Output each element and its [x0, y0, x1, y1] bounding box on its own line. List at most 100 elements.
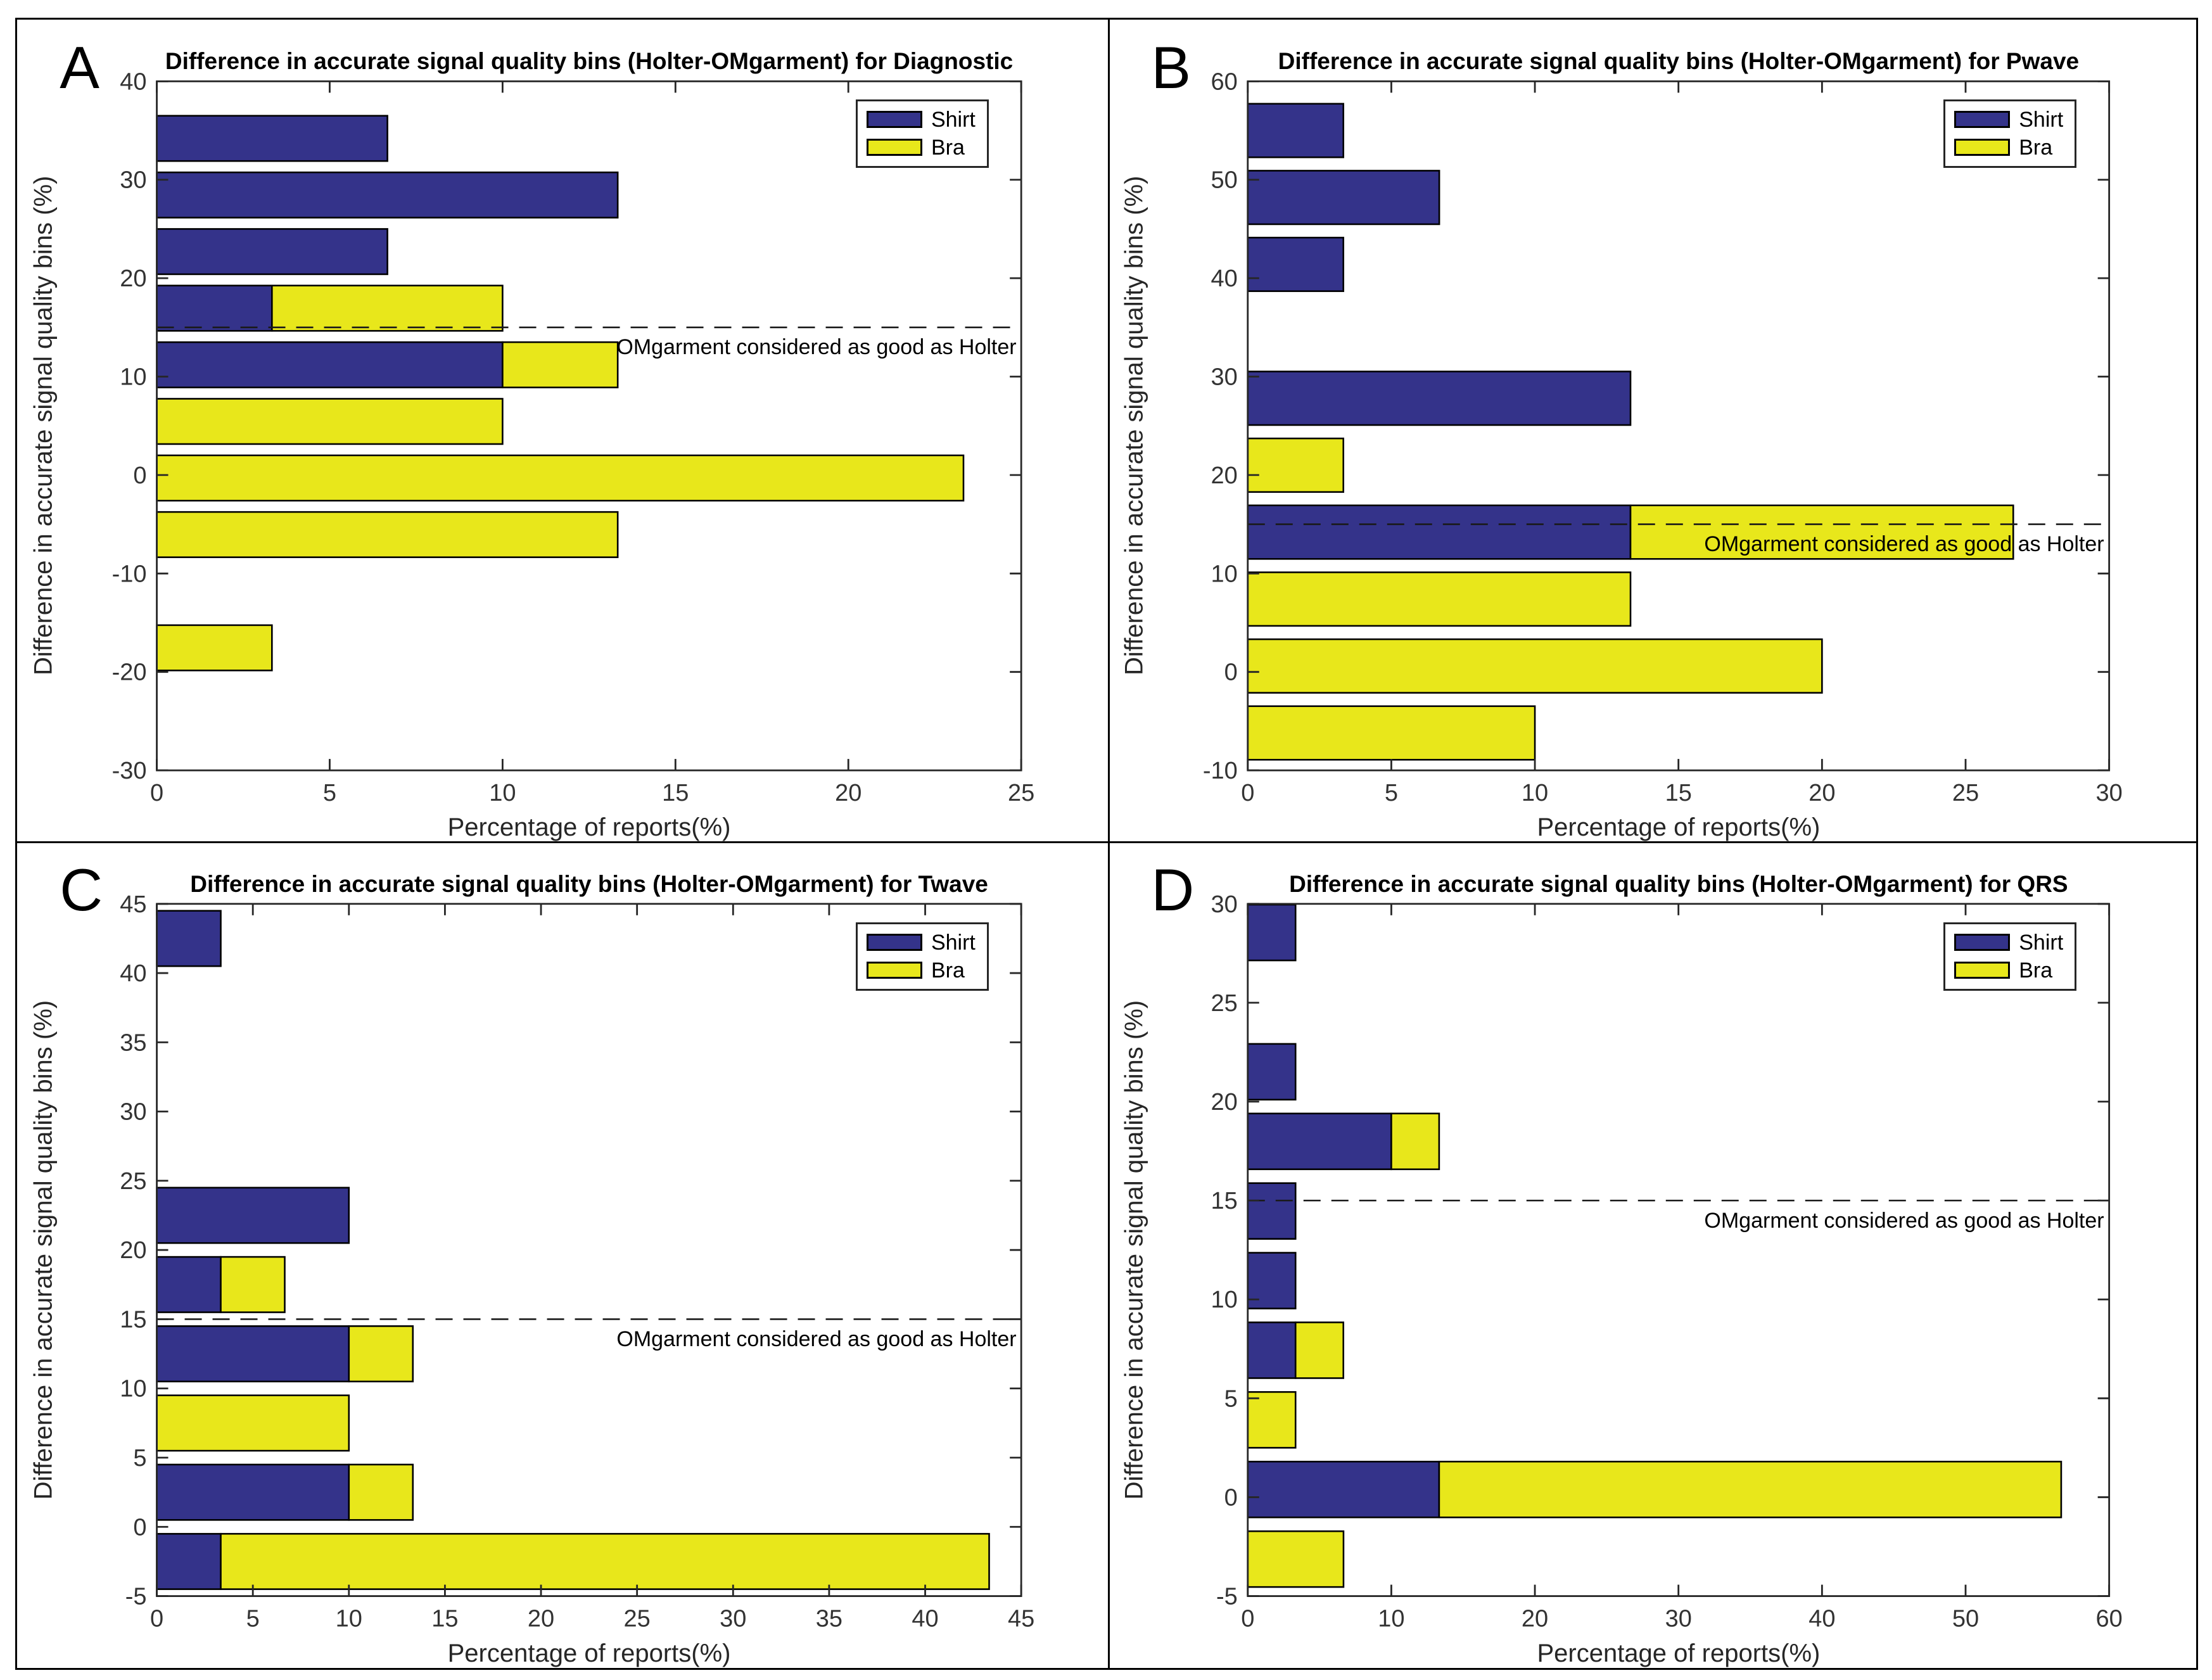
panel-divider-vertical [1107, 20, 1110, 1668]
x-axis-label: Percentage of reports(%) [447, 1639, 731, 1667]
bar-shirt-segment [1247, 1461, 1440, 1518]
y-tick-label: 10 [120, 1376, 146, 1403]
x-tick-label: 5 [1385, 780, 1398, 806]
y-tick-label: 5 [1224, 1386, 1238, 1413]
legend-label-bra: Bra [2019, 135, 2053, 160]
panel-letter: C [60, 856, 103, 924]
y-tick-label: -5 [1216, 1584, 1238, 1610]
y-tick-label: 40 [1211, 265, 1238, 292]
legend: Shirt Bra [855, 99, 989, 168]
bar-bra-segment [1247, 1530, 1345, 1588]
bar-bra-segment [1247, 1391, 1297, 1449]
y-tick-label: 10 [120, 364, 146, 391]
x-tick-label: 10 [1522, 780, 1548, 806]
y-tick-label: 30 [1211, 364, 1238, 391]
y-tick-label: -5 [125, 1584, 147, 1610]
legend-swatch-shirt [1954, 111, 2011, 129]
y-tick-label: -10 [112, 561, 147, 587]
axes-box [156, 80, 1022, 772]
threshold-annotation: OMgarment considered as good as Holter [1704, 531, 2104, 556]
legend-swatch-shirt [866, 111, 922, 129]
panel-divider-horizontal [17, 841, 2196, 843]
bar-bra-segment [1247, 705, 1536, 761]
bar-bra-segment [502, 341, 619, 388]
threshold-annotation: OMgarment considered as good as Holter [616, 1327, 1017, 1351]
bar-bra-segment [348, 1464, 414, 1522]
x-tick-label: 40 [1809, 1606, 1836, 1632]
bar-bra-segment [1439, 1461, 2063, 1518]
bar-shirt-segment [156, 1256, 222, 1314]
x-tick-label: 10 [489, 780, 516, 806]
y-tick-label: 0 [1224, 659, 1238, 686]
y-tick-label: 5 [133, 1445, 146, 1472]
bar-bra-segment [220, 1256, 286, 1314]
bar-bra-segment [1295, 1321, 1345, 1380]
y-tick-label: 0 [1224, 1485, 1238, 1511]
x-tick-label: 30 [2096, 780, 2123, 806]
y-tick-label: 45 [120, 891, 146, 918]
legend-swatch-bra [866, 139, 922, 156]
bar-bra-segment [1247, 638, 1824, 694]
y-tick-label: 30 [120, 167, 146, 194]
legend-label-bra: Bra [931, 135, 965, 160]
x-tick-label: 25 [624, 1606, 651, 1632]
x-axis-label: Percentage of reports(%) [447, 813, 731, 842]
x-tick-label: 15 [431, 1606, 458, 1632]
bar-bra-segment [271, 284, 504, 332]
x-tick-label: 25 [1952, 780, 1979, 806]
legend-label-shirt: Shirt [2019, 107, 2064, 132]
x-tick-label: 25 [1008, 780, 1034, 806]
x-tick-label: 10 [1378, 1606, 1405, 1632]
legend-row-shirt: Shirt [1954, 932, 2063, 953]
panel-letter: A [60, 34, 99, 101]
bar-bra-segment [156, 511, 619, 558]
bar-shirt-segment [1247, 904, 1297, 962]
bar-bra-segment [1630, 504, 2014, 560]
legend-row-bra: Bra [1954, 137, 2063, 158]
bar-shirt-segment [156, 284, 273, 332]
legend-row-shirt: Shirt [866, 932, 976, 953]
y-tick-label: 30 [1211, 891, 1238, 918]
bar-shirt-segment [156, 1464, 350, 1522]
y-tick-label: 15 [1211, 1188, 1238, 1215]
y-tick-label: 30 [120, 1099, 146, 1126]
x-axis-label: Percentage of reports(%) [1537, 1639, 1821, 1667]
y-tick-label: 20 [120, 1238, 146, 1264]
bar-shirt-segment [1247, 236, 1345, 292]
x-tick-label: 0 [150, 1606, 163, 1632]
legend-swatch-bra [1954, 139, 2011, 156]
bars-group [156, 910, 990, 1591]
x-tick-label: 30 [720, 1606, 746, 1632]
x-tick-label: 0 [1242, 1606, 1255, 1632]
y-tick-label: 20 [120, 265, 146, 292]
bar-shirt-segment [1247, 504, 1632, 560]
y-axis-label: Difference in accurate signal quality bi… [29, 176, 58, 676]
bar-shirt-segment [1247, 1321, 1297, 1380]
bar-bra-segment [156, 398, 504, 445]
y-tick-label: 10 [1211, 561, 1238, 587]
x-tick-label: 30 [1665, 1606, 1692, 1632]
legend-row-shirt: Shirt [1954, 109, 2063, 130]
ticks-group [156, 903, 1022, 1598]
x-tick-label: 15 [1665, 780, 1692, 806]
bar-bra-segment [1247, 437, 1345, 493]
bars-group [156, 115, 965, 671]
legend-label-shirt: Shirt [2019, 930, 2064, 955]
chart-title: Difference in accurate signal quality bi… [165, 48, 1014, 75]
bar-shirt-segment [156, 115, 388, 162]
panel-letter: D [1151, 856, 1195, 924]
y-tick-label: 40 [120, 960, 146, 987]
x-tick-label: 40 [912, 1606, 938, 1632]
y-axis-label: Difference in accurate signal quality bi… [29, 1000, 58, 1500]
bar-shirt-segment [156, 171, 619, 219]
x-tick-label: 20 [528, 1606, 554, 1632]
y-tick-label: 40 [120, 68, 146, 95]
legend-label-bra: Bra [931, 958, 965, 983]
ticks-group [1247, 80, 2111, 772]
bar-bra-segment [156, 624, 273, 671]
bar-bra-segment [156, 1394, 350, 1452]
bar-shirt-segment [1247, 1043, 1297, 1101]
